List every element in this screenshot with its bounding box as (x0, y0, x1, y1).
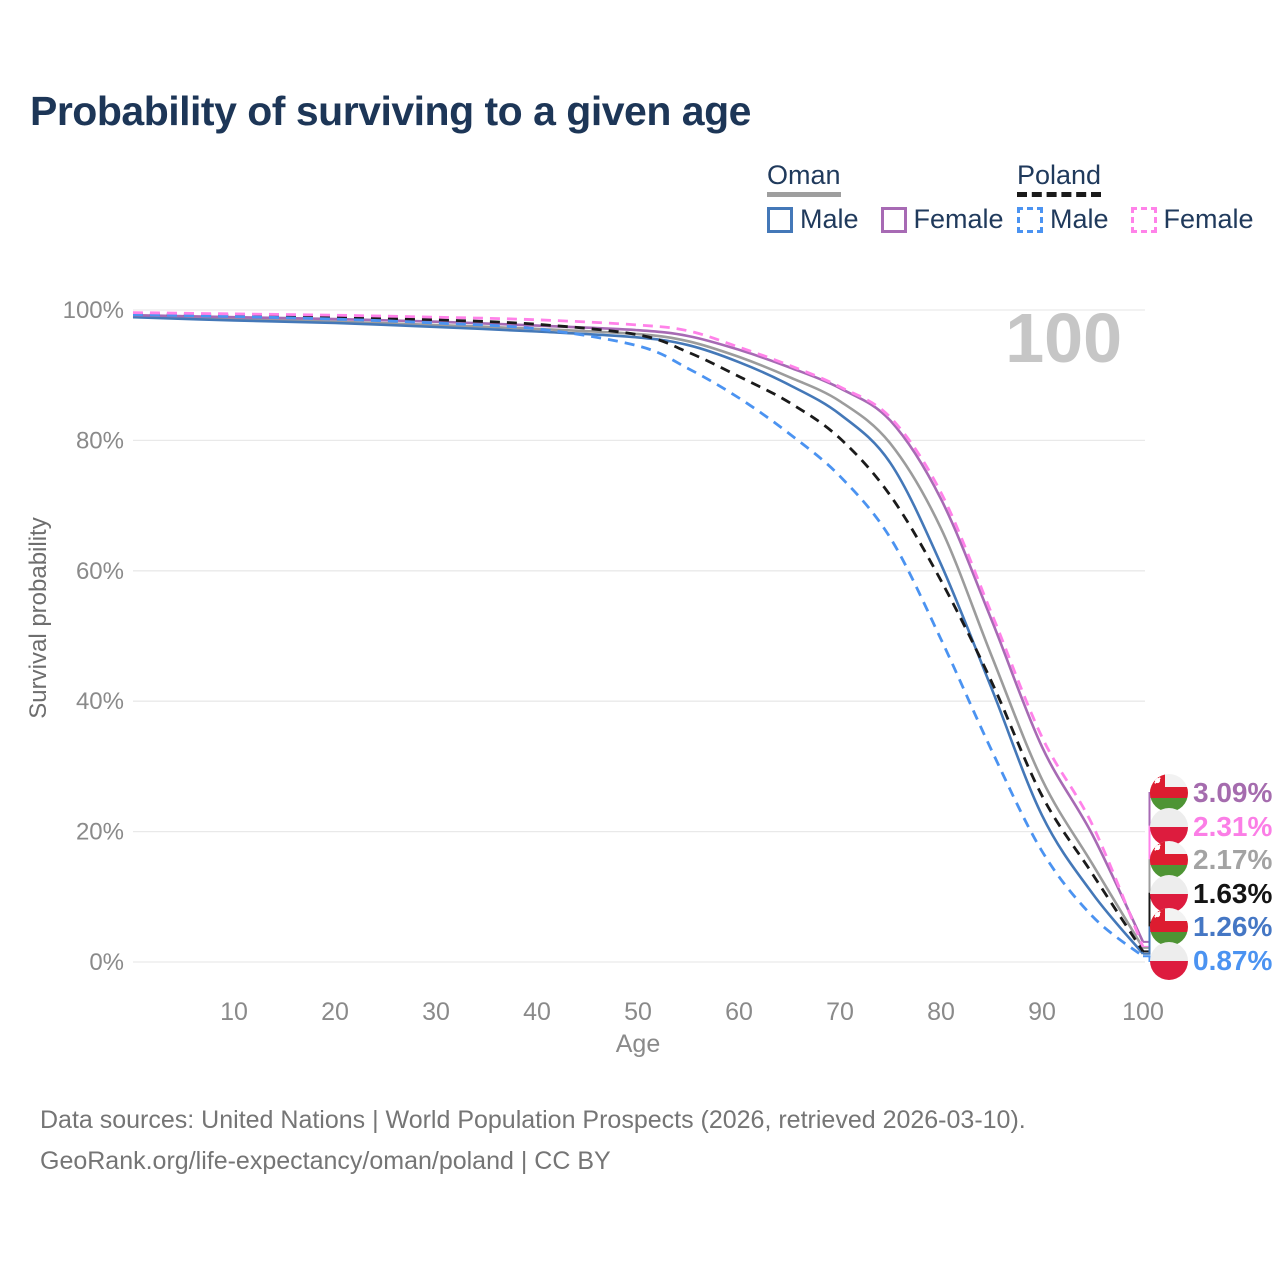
legend-label-oman-male: Male (800, 204, 859, 234)
y-tick-label: 20% (76, 819, 124, 846)
legend-item-poland-female[interactable]: Female (1130, 204, 1254, 235)
x-tick-label: 100 (1122, 998, 1164, 1026)
age-counter-watermark: 100 (1005, 299, 1122, 377)
y-tick-label: 80% (76, 427, 124, 454)
series-line-poland-female (132, 311, 1145, 948)
end-label-value: 3.09% (1193, 777, 1273, 808)
oman-flag-icon (1150, 841, 1188, 880)
poland-flag-icon (1150, 807, 1188, 846)
footer-attribution: GeoRank.org/life-expectancy/oman/poland … (40, 1147, 611, 1175)
series-line-oman-male (132, 315, 1144, 955)
series-line-oman-total (132, 315, 1145, 949)
legend-header-oman: Oman (767, 160, 841, 197)
legend-header-poland: Poland (1017, 160, 1102, 197)
legend-label-poland-female: Female (1163, 204, 1254, 234)
end-label-row-poland-total: 1.63% (1150, 874, 1273, 913)
oman-female-swatch-icon[interactable] (880, 206, 907, 233)
x-axis-title: Age (616, 1030, 660, 1058)
x-tick-label: 90 (1028, 998, 1056, 1026)
legend-item-oman-male[interactable]: Male (767, 204, 859, 235)
series-line-poland-total (132, 312, 1145, 953)
end-label-value: 1.63% (1193, 877, 1273, 909)
x-tick-label: 10 (220, 998, 248, 1026)
x-tick-label: 20 (321, 998, 349, 1026)
x-tick-label: 40 (523, 998, 551, 1026)
series-line-oman-female (132, 313, 1145, 943)
poland-male-swatch-icon[interactable] (1017, 206, 1043, 233)
end-label-row-oman-male: 1.26% (1150, 908, 1273, 947)
end-label-value: 2.31% (1193, 810, 1273, 842)
end-label-row-oman-total: 2.17% (1150, 841, 1273, 880)
y-tick-label: 40% (76, 688, 124, 715)
end-label-value: 2.17% (1193, 844, 1273, 876)
end-label-row-poland-male: 0.87% (1150, 942, 1272, 980)
oman-flag-icon (1150, 908, 1188, 947)
x-tick-label: 30 (422, 998, 450, 1026)
end-label-value: 0.87% (1193, 945, 1273, 976)
page-title: Probability of surviving to a given age (30, 88, 751, 134)
y-tick-label: 100% (63, 297, 124, 324)
y-tick-label: 60% (76, 558, 124, 585)
x-tick-label: 50 (624, 998, 652, 1026)
end-label-value: 1.26% (1193, 911, 1273, 943)
x-tick-label: 80 (927, 998, 955, 1026)
x-tick-label: 70 (826, 998, 854, 1026)
y-axis-title: Survival probability (25, 517, 52, 718)
footer-data-sources: Data sources: United Nations | World Pop… (40, 1106, 1026, 1134)
legend-item-poland-male[interactable]: Male (1017, 204, 1109, 235)
poland-female-swatch-icon[interactable] (1130, 206, 1157, 233)
oman-male-swatch-icon[interactable] (767, 206, 793, 233)
end-label-row-oman-female: 3.09% (1150, 774, 1272, 812)
oman-flag-icon (1150, 774, 1188, 812)
poland-flag-icon (1150, 874, 1188, 913)
legend-label-oman-female: Female (913, 204, 1004, 234)
legend-item-oman-female[interactable]: Female (880, 204, 1004, 235)
legend-group-oman: Oman Male Female (767, 160, 1004, 235)
legend-group-poland: Poland Male Female (1017, 160, 1254, 235)
end-label-row-poland-female: 2.31% (1150, 807, 1273, 846)
poland-flag-icon (1150, 942, 1188, 980)
x-tick-label: 60 (725, 998, 753, 1026)
series-line-poland-male (132, 313, 1144, 958)
legend-label-poland-male: Male (1050, 204, 1109, 234)
y-tick-label: 0% (89, 949, 124, 976)
